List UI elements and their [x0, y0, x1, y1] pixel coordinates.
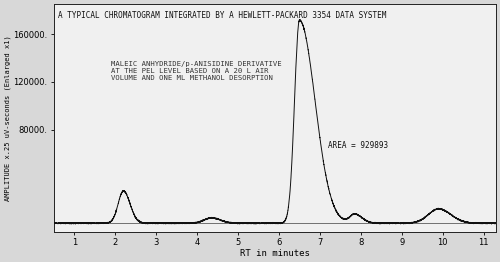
X-axis label: RT in minutes: RT in minutes [240, 249, 310, 258]
Y-axis label: AMPLITUDE x.25 uV-seconds (Enlarged x1): AMPLITUDE x.25 uV-seconds (Enlarged x1) [4, 35, 10, 201]
Text: A TYPICAL CHROMATOGRAM INTEGRATED BY A HEWLETT-PACKARD 3354 DATA SYSTEM: A TYPICAL CHROMATOGRAM INTEGRATED BY A H… [58, 11, 386, 20]
Text: AREA = 929893: AREA = 929893 [328, 141, 388, 150]
Text: MALEIC ANHYDRIDE/p-ANISIDINE DERIVATIVE
AT THE PEL LEVEL BASED ON A 20 L AIR
VOL: MALEIC ANHYDRIDE/p-ANISIDINE DERIVATIVE … [112, 61, 282, 81]
